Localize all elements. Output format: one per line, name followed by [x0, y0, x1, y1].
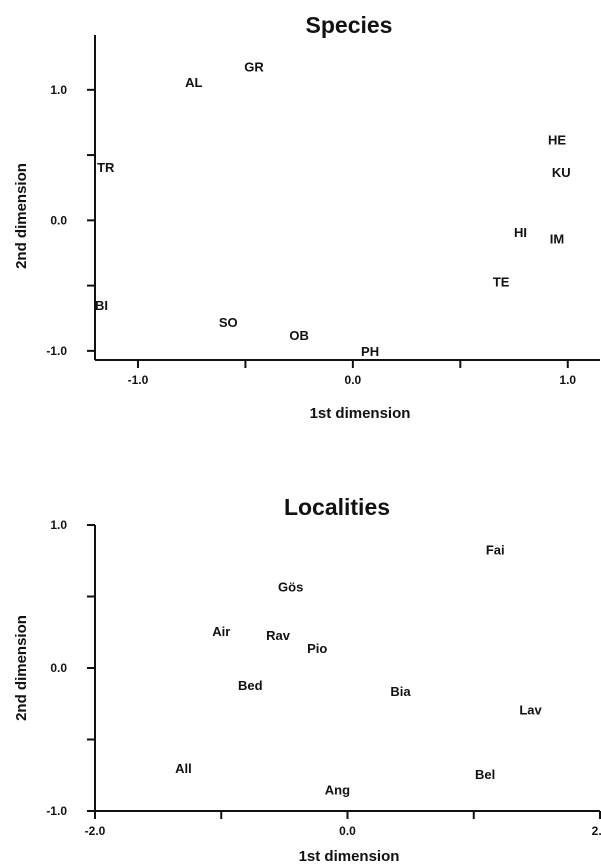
y-tick-label: 0.0 — [50, 213, 67, 227]
y-axis-label: 2nd dimension — [13, 163, 30, 269]
x-tick-label: 0.0 — [345, 373, 362, 387]
point-label: HI — [514, 225, 527, 240]
point-label: TE — [493, 275, 510, 290]
point-label: KU — [552, 165, 571, 180]
y-tick-label: 0.0 — [50, 661, 67, 675]
point-label: Lav — [519, 702, 542, 717]
point-label: Ang — [325, 783, 350, 798]
species-marks: -1.0 0.0 1.0 -1.0 0.0 1.0 GR AL HE TR KU HI IM TE BI SO… — [46, 35, 600, 387]
y-tick-label: -1.0 — [46, 344, 67, 358]
point-label: SO — [219, 315, 238, 330]
localities-marks: -2.0 0.0 2.0 -1.0 0.0 1.0 Fai Gös Air Rav Pio Bed Bi… — [46, 518, 601, 838]
point-label: BI — [95, 298, 108, 313]
x-tick-label: -2.0 — [85, 824, 106, 838]
y-tick-label: -1.0 — [46, 804, 67, 818]
point-label: PH — [361, 344, 379, 359]
point-label: Gös — [278, 579, 303, 594]
x-tick-label: 2.0 — [592, 824, 601, 838]
point-label: Bed — [238, 678, 263, 693]
x-axis-label: 1st dimension — [299, 848, 400, 865]
y-axis-label: 2nd dimension — [13, 615, 30, 721]
point-label: OB — [289, 328, 309, 343]
x-tick-label: 1.0 — [559, 373, 576, 387]
point-label: AL — [185, 75, 202, 90]
point-label: Air — [212, 624, 230, 639]
y-tick-label: 1.0 — [50, 83, 67, 97]
x-tick-label: -1.0 — [128, 373, 149, 387]
point-label: Pio — [307, 641, 327, 656]
point-label: TR — [97, 160, 115, 175]
point-label: HE — [548, 132, 566, 147]
x-tick-label: 0.0 — [339, 824, 356, 838]
species-panel: Species 1st dimension 2nd dimension -1.0… — [13, 12, 600, 422]
localities-panel: Localities 1st dimension 2nd dimension -… — [13, 494, 601, 865]
point-label: Bia — [390, 684, 411, 699]
point-label: Rav — [266, 628, 291, 643]
chart-title: Species — [306, 12, 393, 38]
point-label: GR — [244, 59, 264, 74]
point-label: Fai — [486, 542, 505, 557]
chart-title: Localities — [284, 494, 390, 520]
point-label: All — [175, 761, 192, 776]
y-tick-label: 1.0 — [50, 518, 67, 532]
x-axis-label: 1st dimension — [310, 405, 411, 422]
point-label: Bel — [475, 767, 495, 782]
point-label: IM — [550, 232, 564, 247]
